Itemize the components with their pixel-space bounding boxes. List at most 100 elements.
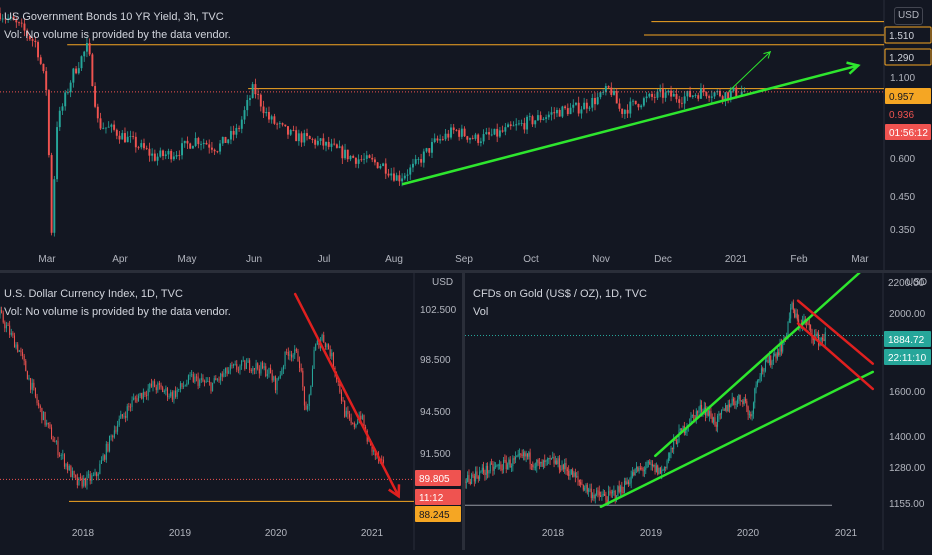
candle xyxy=(656,88,659,100)
candle xyxy=(240,116,243,134)
candle xyxy=(61,103,64,115)
candle xyxy=(528,112,531,121)
candle xyxy=(311,365,313,388)
candle xyxy=(181,137,183,160)
candle xyxy=(705,91,708,99)
candle xyxy=(561,105,564,119)
candle xyxy=(634,468,636,476)
candle xyxy=(299,356,301,373)
price-tag-label: 1.290 xyxy=(889,53,914,64)
candle xyxy=(287,126,289,139)
candle xyxy=(321,333,323,342)
candle xyxy=(338,140,341,149)
candle xyxy=(175,386,177,399)
candle xyxy=(540,461,542,467)
candle xyxy=(596,92,599,106)
dollar-index-chart[interactable]: 102.500 98.500 94.500 91.500 2018 2019 2020 202… xyxy=(0,273,462,550)
trend-arrow-1 xyxy=(763,51,772,59)
candle xyxy=(629,477,631,486)
candle xyxy=(403,172,406,181)
candle xyxy=(719,412,721,420)
candle xyxy=(118,415,120,427)
price-tag-label: 1.510 xyxy=(889,31,914,42)
candle xyxy=(294,345,296,359)
candle xyxy=(246,94,249,117)
candle xyxy=(133,393,135,401)
y-tick-label: 0.350 xyxy=(890,225,915,236)
candle xyxy=(575,102,577,106)
candle xyxy=(233,363,235,369)
candle xyxy=(141,392,143,400)
candle xyxy=(566,467,568,476)
candle xyxy=(194,132,197,148)
trend-line-0 xyxy=(401,64,860,186)
candle xyxy=(75,66,78,75)
candle xyxy=(633,469,635,477)
currency-button[interactable]: USD xyxy=(894,7,923,25)
candle xyxy=(344,143,347,160)
gold-pane[interactable]: 2000.00 1600.00 1400.00 1280.00 1155.00 2018 2… xyxy=(464,271,932,550)
candle xyxy=(643,466,645,478)
candle xyxy=(342,397,344,402)
candle xyxy=(248,95,251,106)
candle xyxy=(624,477,626,494)
candle xyxy=(149,382,151,393)
candle xyxy=(227,138,230,145)
bond-yield-chart[interactable]: 1.100 0.600 0.450 0.350 Mar Apr May Jun Jul Aug Se… xyxy=(0,0,932,277)
candle xyxy=(525,450,527,463)
candle xyxy=(576,472,578,478)
candle xyxy=(771,359,773,369)
candle xyxy=(653,93,656,104)
dollar-index-pane[interactable]: 102.500 98.500 94.500 91.500 2018 2019 2020 202… xyxy=(0,273,462,550)
candle xyxy=(588,105,591,112)
candle xyxy=(7,14,10,23)
candle xyxy=(537,458,539,466)
candle xyxy=(307,403,309,412)
candle xyxy=(265,107,268,117)
y-tick-label: 98.500 xyxy=(420,355,451,366)
candle xyxy=(779,338,781,357)
candle xyxy=(669,452,671,461)
candle xyxy=(642,466,644,477)
candle xyxy=(395,172,398,181)
candle xyxy=(647,460,649,468)
trend-line-0 xyxy=(599,370,875,509)
candle xyxy=(212,382,214,392)
candle xyxy=(58,106,61,131)
candle xyxy=(711,413,713,424)
candle xyxy=(767,356,769,364)
candle xyxy=(324,342,326,350)
candle xyxy=(637,466,639,473)
horizontal-divider[interactable] xyxy=(0,270,932,273)
candle xyxy=(142,388,144,403)
price-tag-box xyxy=(885,88,931,104)
candle xyxy=(37,40,40,61)
candle xyxy=(284,124,287,127)
candle xyxy=(210,141,213,153)
price-tag-label: 1884.72 xyxy=(888,335,925,346)
gold-currency-label: USD xyxy=(906,277,928,288)
candle xyxy=(493,128,496,136)
x-tick-label: 2021 xyxy=(361,528,384,539)
candle xyxy=(582,484,584,492)
candle xyxy=(504,122,507,136)
candle xyxy=(187,374,189,385)
candle xyxy=(303,386,305,411)
candle xyxy=(530,463,532,471)
candle xyxy=(654,463,656,475)
candle xyxy=(361,413,363,420)
candle xyxy=(731,392,733,406)
candle xyxy=(564,105,567,110)
candle xyxy=(273,375,275,382)
candle xyxy=(23,353,25,366)
candle xyxy=(796,309,798,322)
candle xyxy=(241,359,243,370)
vertical-divider[interactable] xyxy=(462,273,465,550)
bond-yield-pane[interactable]: 1.100 0.600 0.450 0.350 Mar Apr May Jun Jul Aug Se… xyxy=(0,0,932,277)
candle xyxy=(409,164,412,180)
candle xyxy=(678,95,681,109)
y-tick-label: 94.500 xyxy=(420,407,451,418)
gold-chart[interactable]: 2000.00 1600.00 1400.00 1280.00 1155.00 2018 2… xyxy=(464,271,932,550)
candle xyxy=(38,399,40,409)
x-tick-label: 2021 xyxy=(835,528,858,539)
